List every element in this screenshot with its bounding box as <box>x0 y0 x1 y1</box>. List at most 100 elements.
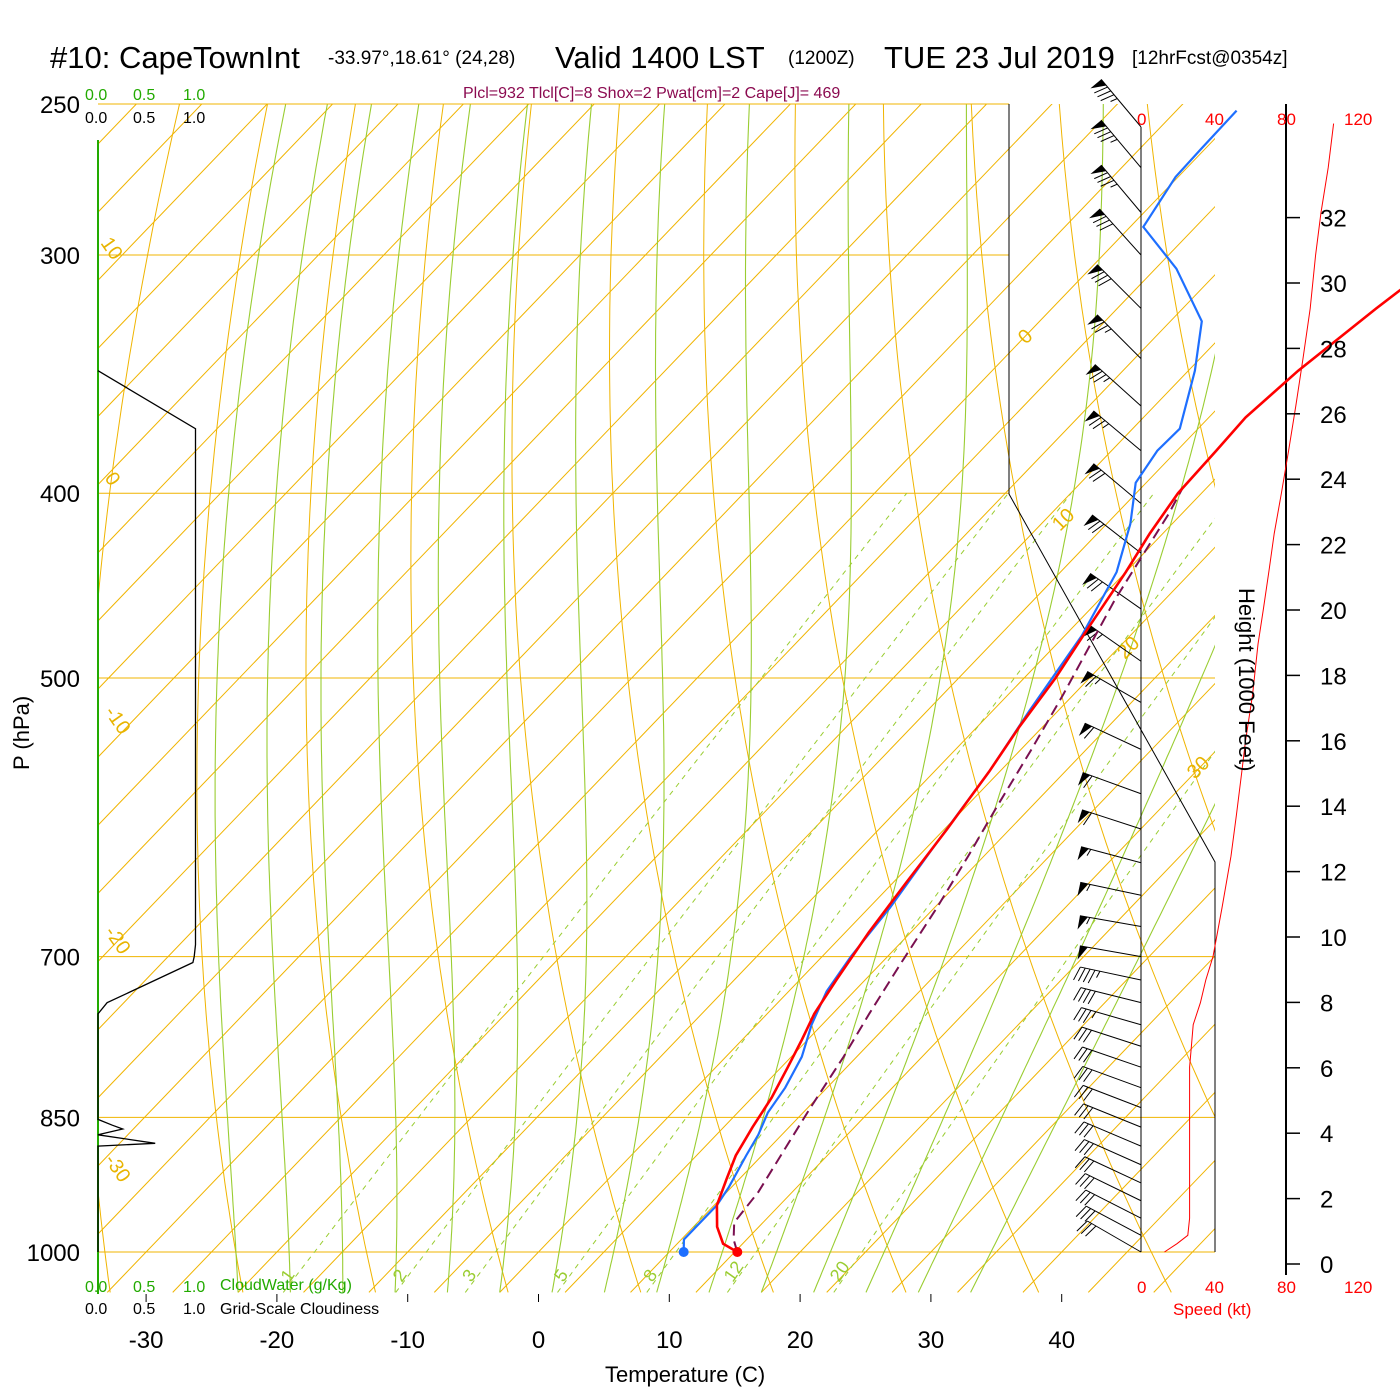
isotherm-line <box>303 342 1215 1293</box>
temperature-tick-label: 40 <box>1048 1327 1075 1354</box>
mixing-ratio-lines <box>282 492 1215 1293</box>
moist-adiabat-line <box>603 104 666 1293</box>
cloudwater-tick-0: 0.0 <box>85 87 107 104</box>
isotherm-line <box>98 104 334 350</box>
speed-tick-bottom-40: 40 <box>1205 1278 1224 1297</box>
temperature-tick-label: 30 <box>918 1327 945 1354</box>
dry-adiabat-line <box>882 104 1172 1293</box>
wind-barb <box>1073 987 1142 1005</box>
speed-tick-bottom-120: 120 <box>1344 1278 1372 1297</box>
wind-speed-profile-line <box>1164 123 1335 1253</box>
wind-barb <box>1087 264 1142 309</box>
temperature-axis-labels: -30 -20 -10 0 10 20 30 40 <box>129 1294 1075 1354</box>
wind-barb <box>1077 846 1142 864</box>
height-tick-label: 8 <box>1320 990 1333 1017</box>
dry-adiabat-line <box>1146 104 1215 489</box>
temperature-tick-label: -10 <box>390 1327 425 1354</box>
moist-adiabat-line <box>320 104 373 1293</box>
plot-frame <box>97 103 1287 1294</box>
cloud-scale-top: 0.0 0.5 1.0 0.0 0.5 1.0 <box>85 87 205 127</box>
height-tick-label: 30 <box>1320 271 1347 298</box>
moist-adiabat-line <box>499 104 529 1293</box>
moist-adiabat-line <box>437 104 471 1293</box>
moist-adiabat-line <box>917 644 1215 1293</box>
isotherm-line <box>368 410 1215 1293</box>
speed-tick-top-80: 80 <box>1277 110 1296 129</box>
height-tick-label: 18 <box>1320 663 1347 690</box>
height-axis-title: Height (1000 Feet) <box>1234 588 1259 771</box>
cloudiness-tick-1: 1.0 <box>183 110 205 127</box>
isotherm-line <box>98 104 595 622</box>
height-tick-label: 24 <box>1320 467 1347 494</box>
wind-barbs <box>1073 79 1142 1253</box>
isotherm-line <box>630 682 1215 1293</box>
mixing-ratio-line <box>726 616 1215 1293</box>
height-tick-label: 28 <box>1320 336 1347 363</box>
cloudiness-tick-0-bottom: 0.0 <box>85 1301 107 1318</box>
cloudiness-tick-1-bottom: 1.0 <box>183 1301 205 1318</box>
speed-tick-bottom-80: 80 <box>1277 1278 1296 1297</box>
wind-barb <box>1074 1121 1142 1147</box>
wind-barb <box>1074 1156 1142 1184</box>
mixing-ratio-line <box>282 492 908 1293</box>
pressure-tick-1000: 1000 <box>27 1240 80 1267</box>
temperature-line <box>715 288 1400 1254</box>
isotherm-line <box>564 614 1215 1293</box>
wind-barb <box>1077 915 1142 930</box>
dry-adiabat-line <box>98 104 181 1293</box>
moist-adiabat-line <box>760 104 968 1293</box>
mixing-ratio-label: 8 <box>639 1266 661 1286</box>
isotherm-line <box>98 104 1119 1167</box>
mixing-ratio-labels: 1 2 3 5 8 12 20 <box>276 1257 853 1285</box>
height-tick-label: 6 <box>1320 1056 1333 1083</box>
moist-adiabat-line <box>266 104 328 1293</box>
isotherm-label: 20 <box>1113 632 1144 663</box>
dry-adiabat-line <box>511 104 642 1293</box>
pressure-axis-title: P (hPa) <box>9 696 34 770</box>
surface-temperature-marker <box>732 1247 743 1257</box>
speed-axis-bottom: 0 40 80 120 Speed (kt) <box>1137 1278 1372 1319</box>
pressure-tick-400: 400 <box>40 481 80 508</box>
cloudiness-tick-0: 0.0 <box>85 110 107 127</box>
moist-adiabat-line <box>970 802 1215 1293</box>
speed-tick-top-0: 0 <box>1137 110 1146 129</box>
wind-barb <box>1076 1220 1142 1253</box>
cloudwater-tick-1: 1.0 <box>183 87 205 104</box>
mixing-ratio-line <box>833 750 1215 1293</box>
wind-barb <box>1084 410 1142 452</box>
isotherm-line <box>0 70 38 1292</box>
pressure-tick-850: 850 <box>40 1105 80 1132</box>
wind-barb <box>1090 79 1142 128</box>
isotherm-line <box>499 546 1215 1293</box>
mixing-ratio-line <box>646 517 1215 1293</box>
dry-adiabat-line <box>794 104 1040 1293</box>
wind-barb <box>1075 1173 1142 1202</box>
temperature-tick-label: 0 <box>532 1327 545 1354</box>
height-tick-label: 4 <box>1320 1121 1333 1148</box>
wind-barb <box>1077 809 1142 830</box>
moist-adiabat-lines <box>214 104 1215 1293</box>
temperature-tick-label: -30 <box>129 1327 164 1354</box>
moist-adiabat-line <box>865 353 1215 1293</box>
mixing-ratio-label: 12 <box>720 1257 748 1285</box>
isotherm-label: 0 <box>100 468 124 490</box>
dry-adiabat-line <box>608 104 774 1293</box>
pressure-tick-700: 700 <box>40 945 80 972</box>
forecast-date: TUE 23 Jul 2019 <box>884 40 1115 75</box>
moist-adiabat-line <box>708 104 852 1293</box>
dry-adiabat-line <box>0 70 14 1292</box>
isotherm-line <box>98 104 530 554</box>
isotherm-line <box>98 104 857 895</box>
cloudwater-tick-05-bottom: 0.5 <box>133 1279 155 1296</box>
height-tick-label: 26 <box>1320 402 1347 429</box>
wind-barb <box>1080 671 1142 703</box>
moist-adiabat-line <box>813 104 1104 1293</box>
wind-barb <box>1078 722 1142 750</box>
wind-barb <box>1074 1103 1142 1128</box>
mixing-ratio-label: 3 <box>458 1266 480 1286</box>
parcel-trace-line <box>732 488 1183 1253</box>
isotherm-line <box>98 104 399 418</box>
valid-time: Valid 1400 LST <box>555 40 765 75</box>
dry-adiabat-line <box>410 104 509 1293</box>
